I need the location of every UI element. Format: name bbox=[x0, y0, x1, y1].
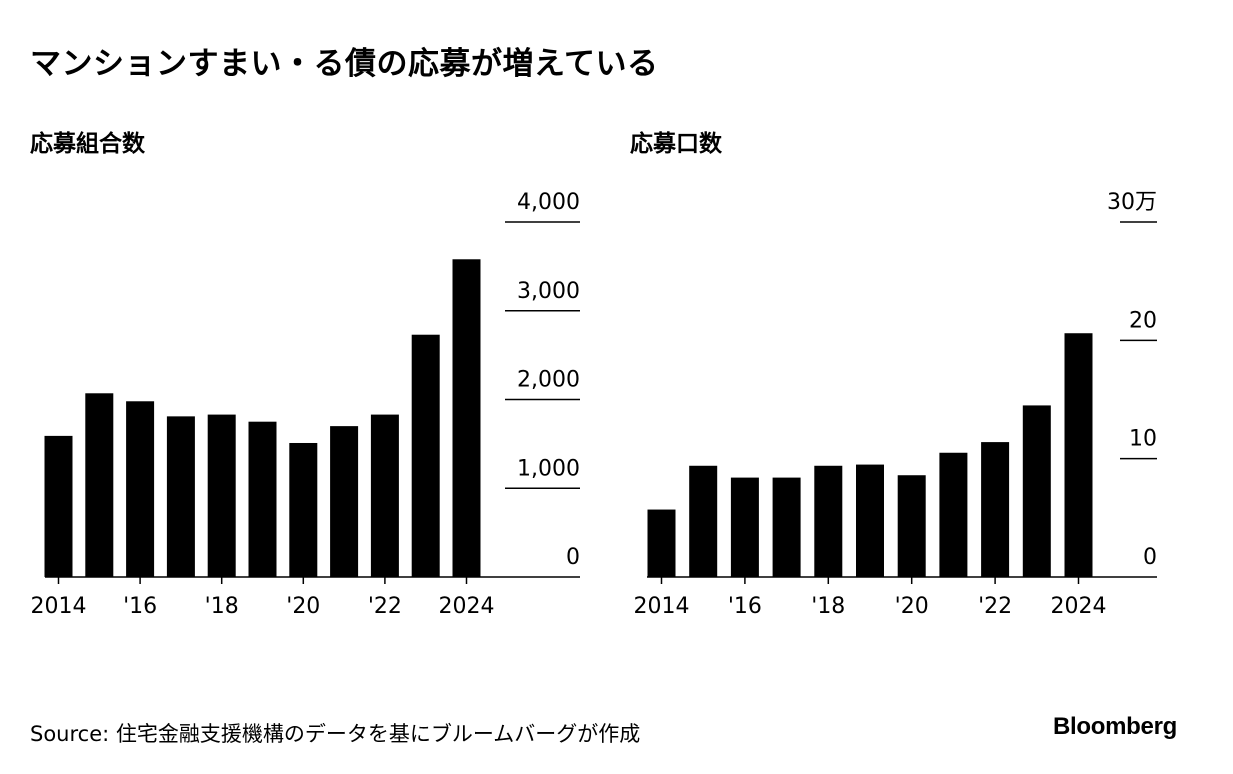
y-tick-label: 30万 bbox=[1107, 190, 1157, 215]
bar-2023 bbox=[411, 334, 440, 577]
source-note: Source: 住宅金融支援機構のデータを基にブルームバーグが作成 bbox=[30, 722, 641, 746]
x-tick-label: 2014 bbox=[634, 594, 690, 619]
y-tick-label: 20 bbox=[1129, 308, 1157, 333]
chart1-subtitle: 応募組合数 bbox=[30, 131, 145, 157]
y-tick-label: 1,000 bbox=[517, 456, 580, 481]
bar-2022 bbox=[370, 414, 399, 577]
y-tick-label: 0 bbox=[566, 545, 580, 570]
x-tick-label: '18 bbox=[205, 594, 239, 619]
x-tick-label: '22 bbox=[368, 594, 402, 619]
y-tick-label: 2,000 bbox=[517, 368, 580, 393]
bar-2017 bbox=[772, 477, 801, 577]
x-tick-label: 2024 bbox=[439, 594, 495, 619]
bar-2017 bbox=[166, 416, 195, 577]
x-tick-label: '20 bbox=[895, 594, 929, 619]
bar-2024 bbox=[1064, 333, 1093, 577]
y-tick-label: 4,000 bbox=[517, 190, 580, 215]
chart-1: 0 1,000 2,000 3,000 4,000 2014 '16 '18 '20 '22 202… bbox=[31, 190, 580, 619]
y-tick-label: 3,000 bbox=[517, 279, 580, 304]
bloomberg-logo: Bloomberg bbox=[1053, 713, 1177, 740]
bar-2021 bbox=[939, 452, 968, 577]
bar-2018 bbox=[207, 414, 236, 577]
bar-2020 bbox=[289, 442, 318, 577]
bar-2023 bbox=[1022, 405, 1051, 577]
bar-2016 bbox=[126, 401, 155, 577]
y-tick-label: 0 bbox=[1143, 545, 1157, 570]
bar-2015 bbox=[689, 465, 718, 577]
x-tick-label: 2024 bbox=[1051, 594, 1107, 619]
bar-2019 bbox=[856, 464, 884, 577]
bar-2024 bbox=[452, 259, 481, 577]
bar-2014 bbox=[44, 435, 73, 577]
bar-2015 bbox=[85, 393, 114, 577]
x-tick-label: '16 bbox=[123, 594, 157, 619]
bar-2020 bbox=[897, 475, 926, 577]
x-tick-label: 2014 bbox=[31, 594, 87, 619]
chart2-subtitle: 応募口数 bbox=[630, 131, 722, 157]
x-tick-label: '20 bbox=[286, 594, 320, 619]
x-tick-label: '22 bbox=[978, 594, 1012, 619]
bar-2018 bbox=[814, 465, 843, 577]
bar-2014 bbox=[647, 509, 676, 577]
chart-2: 0 10 20 30万 2014 '16 '18 '20 '22 2024 bbox=[634, 190, 1157, 619]
y-tick-label: 10 bbox=[1129, 427, 1157, 452]
chart-title: マンションすまい・る債の応募が増えている bbox=[30, 46, 659, 82]
bar-2016 bbox=[730, 477, 759, 577]
bar-2021 bbox=[330, 426, 359, 577]
x-tick-label: '18 bbox=[811, 594, 845, 619]
bar-2019 bbox=[248, 421, 277, 577]
bar-2022 bbox=[981, 442, 1010, 577]
x-tick-label: '16 bbox=[728, 594, 762, 619]
